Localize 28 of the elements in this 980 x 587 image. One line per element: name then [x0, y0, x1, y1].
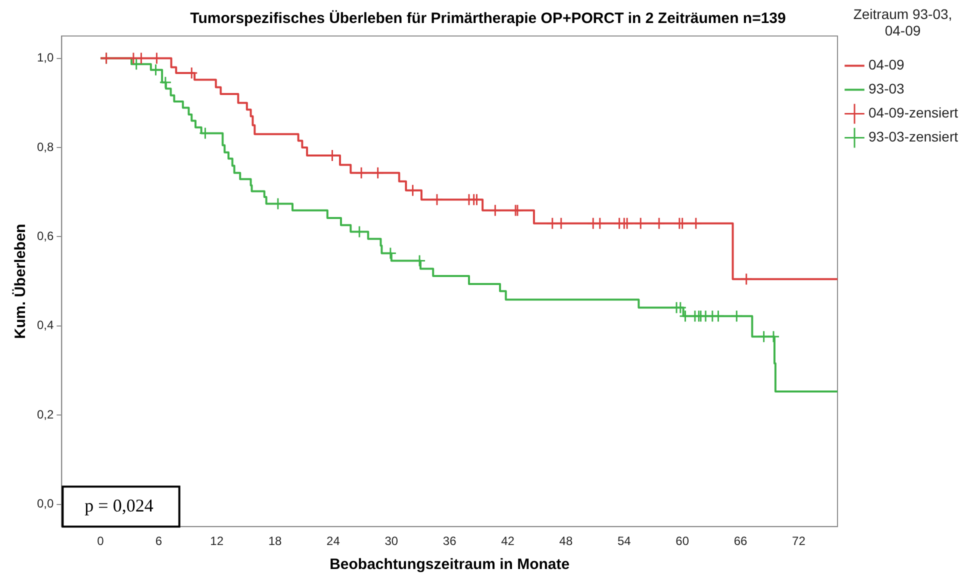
- x-tick-label: 72: [792, 534, 806, 548]
- x-tick-label: 12: [210, 534, 224, 548]
- y-tick-label: 1,0: [36, 50, 54, 65]
- x-tick-label: 36: [442, 534, 457, 548]
- legend-label: 93-03: [868, 80, 905, 97]
- x-tick-label: 0: [97, 534, 104, 548]
- legend-label: 93-03-zensiert: [868, 128, 958, 145]
- legend-title: Zeitraum 93-03, 04-09: [853, 6, 952, 39]
- annotation: p = 0,024: [84, 495, 154, 516]
- x-tick-label: 30: [384, 534, 398, 548]
- x-tick-label: 54: [617, 534, 632, 548]
- y-tick-label: 0,0: [36, 496, 54, 511]
- legend-label: 04-09: [868, 56, 905, 73]
- y-tick-label: 0,4: [36, 318, 54, 332]
- y-axis-title: Kum. Überleben: [12, 224, 30, 339]
- y-tick-label: 0,2: [36, 407, 54, 422]
- x-tick-label: 6: [155, 534, 162, 548]
- x-tick-label: 66: [734, 534, 748, 548]
- legend-label: 04-09-zensiert: [868, 104, 958, 121]
- y-tick-label: 0,6: [36, 229, 54, 244]
- x-tick-label: 24: [326, 534, 340, 548]
- x-tick-label: 42: [501, 534, 515, 548]
- x-tick-label: 60: [676, 534, 690, 548]
- x-axis-title: Beobachtungszeitraum in Monate: [330, 556, 570, 574]
- x-tick-label: 18: [268, 534, 282, 548]
- x-tick-label: 48: [559, 534, 573, 548]
- chart-title: Tumorspezifisches Überleben für Primärtherapie OP+PORCT in 2 Zeiträumen n=139: [190, 10, 786, 28]
- y-tick-label: 0,8: [36, 140, 54, 154]
